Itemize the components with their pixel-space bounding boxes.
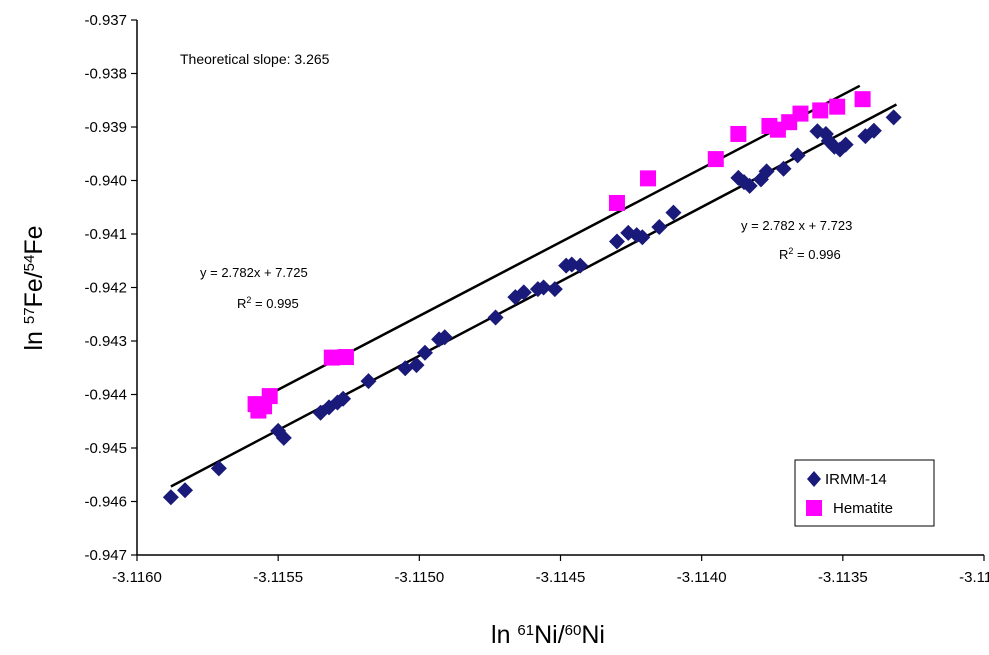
irmm14-point xyxy=(546,281,563,298)
irmm14-point xyxy=(665,204,682,221)
legend-irmm14-label: IRMM-14 xyxy=(825,471,887,488)
irmm14-point xyxy=(360,373,377,390)
hematite-point xyxy=(707,151,724,168)
irmm14-point xyxy=(408,357,425,374)
irmm14-point xyxy=(487,309,504,326)
right-fit-equation: y = 2.782 x + 7.723 xyxy=(741,218,852,233)
regression-line xyxy=(255,84,861,403)
irmm14-point xyxy=(608,233,625,250)
hematite-point xyxy=(829,98,846,115)
irmm14-point xyxy=(162,489,179,506)
y-axis-title: ln 57Fe/54Fe xyxy=(20,225,48,350)
legend-hematite-label: Hematite xyxy=(833,500,893,517)
x-tick-label: -3.1145 xyxy=(536,569,586,586)
hematite-point xyxy=(854,91,871,108)
irmm14-point xyxy=(741,177,758,194)
irmm14-point xyxy=(515,284,532,301)
irmm14-point xyxy=(535,279,552,296)
irmm14-point xyxy=(775,160,792,177)
irmm14-point xyxy=(885,109,902,126)
irmm14-point xyxy=(865,122,882,139)
y-tick-label: -0.945 xyxy=(84,440,127,457)
irmm14-point xyxy=(651,219,668,236)
y-tick-label: -0.937 xyxy=(84,12,127,29)
legend-irmm14-marker xyxy=(807,471,821,487)
irmm14-point xyxy=(789,147,806,164)
hematite-point xyxy=(792,105,809,122)
x-tick-label: -3.1150 xyxy=(394,569,444,586)
hematite-point xyxy=(608,194,625,211)
theoretical-slope-label: Theoretical slope: 3.265 xyxy=(180,51,330,67)
irmm14-point xyxy=(210,460,227,477)
y-tick-label: -0.938 xyxy=(84,66,127,83)
irmm14-point xyxy=(397,360,414,377)
x-axis-title: ln 61Ni/60Ni xyxy=(491,621,605,649)
hematite-point xyxy=(261,388,278,405)
x-tick-label: -3.1160 xyxy=(112,569,162,586)
irmm14-point xyxy=(572,257,589,274)
left-fit-equation: y = 2.782x + 7.725 xyxy=(200,265,308,280)
regression-lines xyxy=(170,84,898,488)
y-axis-ticks: -0.937 -0.938 -0.939 -0.940 -0.941 -0.942 -0.9… xyxy=(84,12,137,564)
irmm14-point xyxy=(837,136,854,153)
right-fit-r2: R2 = 0.996 xyxy=(779,246,841,262)
hematite-point xyxy=(323,349,340,366)
irmm14-point xyxy=(758,163,775,180)
hematite-point xyxy=(730,125,747,142)
y-tick-label: -0.940 xyxy=(84,173,127,190)
legend: IRMM-14 Hematite xyxy=(794,459,935,527)
x-axis-ticks: -3.1160 -3.1155 -3.1150 -3.1145 -3.1140 -3.11… xyxy=(112,555,989,586)
irmm14-point xyxy=(275,429,292,446)
y-tick-label: -0.941 xyxy=(84,226,127,243)
irmm14-point xyxy=(176,482,193,499)
x-tick-label: -3.1140 xyxy=(677,569,727,586)
y-tick-label: -0.946 xyxy=(84,494,127,511)
y-tick-label: -0.947 xyxy=(84,547,127,564)
left-fit-r2: R2 = 0.995 xyxy=(237,295,299,311)
hematite-point xyxy=(640,170,657,187)
x-tick-label: -3.1130 xyxy=(959,569,989,586)
regression-line xyxy=(170,103,898,488)
irmm14-point xyxy=(634,229,651,246)
irmm14-point xyxy=(335,390,352,407)
y-tick-label: -0.944 xyxy=(84,387,127,404)
x-tick-label: -3.1155 xyxy=(253,569,303,586)
x-tick-label: -3.1135 xyxy=(818,569,868,586)
hematite-point xyxy=(337,349,354,366)
hematite-point xyxy=(812,102,829,119)
irmm14-point xyxy=(436,329,453,346)
y-tick-label: -0.943 xyxy=(84,333,127,350)
y-tick-label: -0.939 xyxy=(84,119,127,136)
legend-hematite-marker xyxy=(806,500,822,516)
data-points xyxy=(162,91,902,506)
irmm14-point xyxy=(416,344,433,361)
y-tick-label: -0.942 xyxy=(84,280,127,297)
